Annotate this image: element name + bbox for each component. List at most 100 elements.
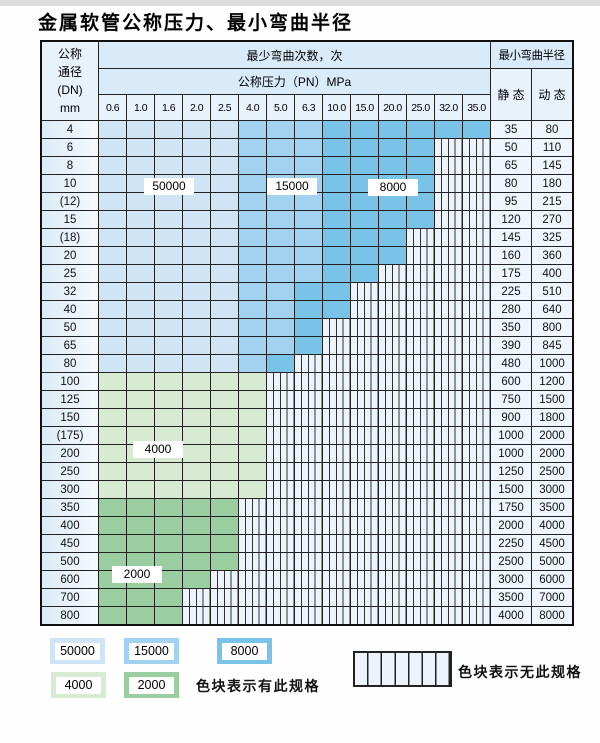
static-radius-value: 390 bbox=[491, 337, 531, 354]
dynamic-radius-value: 180 bbox=[532, 175, 572, 192]
spec-cell-D bbox=[323, 301, 350, 318]
spec-cell-G bbox=[183, 445, 210, 462]
static-radius-value: 480 bbox=[491, 355, 531, 372]
spec-cell-D bbox=[323, 229, 350, 246]
spec-cell-D bbox=[323, 247, 350, 264]
spec-cell-L bbox=[99, 319, 126, 336]
spec-cell-X bbox=[379, 301, 406, 318]
spec-cell-D bbox=[435, 121, 462, 138]
spec-cell-X bbox=[295, 571, 322, 588]
spec-cell-G bbox=[99, 391, 126, 408]
spec-cell-L bbox=[127, 229, 154, 246]
spec-cell-X bbox=[435, 589, 462, 606]
spec-cell-D bbox=[407, 157, 434, 174]
spec-cell-L bbox=[211, 175, 238, 192]
spec-cell-X bbox=[435, 265, 462, 282]
spec-cell-X bbox=[351, 499, 378, 516]
spec-cell-X bbox=[323, 319, 350, 336]
spec-cell-L bbox=[211, 265, 238, 282]
spec-cell-X bbox=[239, 499, 266, 516]
spec-cell-D bbox=[379, 211, 406, 228]
static-radius-value: 1500 bbox=[491, 481, 531, 498]
zone-label-15000: 15000 bbox=[267, 178, 317, 195]
spec-cell-D bbox=[323, 121, 350, 138]
spec-cell-X bbox=[463, 265, 490, 282]
spec-cell-G bbox=[239, 391, 266, 408]
spec-cell-X bbox=[351, 607, 378, 624]
dn-value: (12) bbox=[42, 193, 98, 210]
spec-cell-L bbox=[155, 121, 182, 138]
spec-cell-X bbox=[379, 337, 406, 354]
spec-cell-X bbox=[351, 337, 378, 354]
spec-cell-X bbox=[407, 337, 434, 354]
spec-cell-X bbox=[463, 535, 490, 552]
dn-value: (18) bbox=[42, 229, 98, 246]
spec-cell-X bbox=[435, 283, 462, 300]
spec-cell-G bbox=[99, 373, 126, 390]
legend-swatch-15000: 15000 bbox=[124, 638, 179, 664]
spec-cell-M bbox=[267, 301, 294, 318]
spec-cell-L bbox=[155, 301, 182, 318]
legend-swatch-label: 4000 bbox=[56, 676, 101, 694]
legend-no-spec-text: 色块表示无此规格 bbox=[458, 664, 582, 680]
spec-cell-L bbox=[211, 229, 238, 246]
spec-cell-X bbox=[351, 427, 378, 444]
spec-cell-X bbox=[351, 463, 378, 480]
spec-cell-X bbox=[239, 571, 266, 588]
spec-cell-X bbox=[323, 553, 350, 570]
dynamic-radius-value: 3000 bbox=[532, 481, 572, 498]
dynamic-radius-value: 6000 bbox=[532, 571, 572, 588]
spec-cell-M bbox=[267, 157, 294, 174]
spec-cell-G bbox=[127, 373, 154, 390]
spec-cell-X bbox=[379, 427, 406, 444]
spec-cell-X bbox=[407, 607, 434, 624]
spec-cell-X bbox=[267, 535, 294, 552]
spec-cell-L bbox=[183, 193, 210, 210]
dynamic-radius-value: 360 bbox=[532, 247, 572, 264]
spec-cell-X bbox=[295, 589, 322, 606]
spec-cell-H bbox=[211, 535, 238, 552]
dynamic-radius-value: 4500 bbox=[532, 535, 572, 552]
spec-cell-X bbox=[407, 355, 434, 372]
dn-value: 6 bbox=[42, 139, 98, 156]
spec-cell-M bbox=[295, 157, 322, 174]
dn-value: 20 bbox=[42, 247, 98, 264]
spec-cell-H bbox=[99, 553, 126, 570]
spec-cell-X bbox=[239, 535, 266, 552]
spec-cell-X bbox=[211, 571, 238, 588]
spec-cell-X bbox=[267, 571, 294, 588]
spec-cell-X bbox=[183, 607, 210, 624]
spec-cell-X bbox=[379, 391, 406, 408]
spec-cell-X bbox=[407, 247, 434, 264]
spec-cell-X bbox=[267, 589, 294, 606]
spec-cell-X bbox=[295, 355, 322, 372]
dn-value: 400 bbox=[42, 517, 98, 534]
dynamic-radius-value: 2000 bbox=[532, 445, 572, 462]
dn-value: 350 bbox=[42, 499, 98, 516]
spec-cell-L bbox=[99, 301, 126, 318]
spec-cell-X bbox=[435, 247, 462, 264]
spec-cell-X bbox=[379, 319, 406, 336]
spec-cell-G bbox=[99, 445, 126, 462]
spec-cell-H bbox=[183, 535, 210, 552]
dn-value: 15 bbox=[42, 211, 98, 228]
spec-cell-G bbox=[155, 373, 182, 390]
pressure-value-header: 35.0 bbox=[463, 95, 490, 120]
spec-cell-X bbox=[407, 427, 434, 444]
static-radius-value: 350 bbox=[491, 319, 531, 336]
spec-cell-L bbox=[99, 283, 126, 300]
spec-cell-L bbox=[99, 247, 126, 264]
spec-cell-X bbox=[463, 589, 490, 606]
dn-value: 450 bbox=[42, 535, 98, 552]
spec-cell-L bbox=[127, 211, 154, 228]
spec-cell-X bbox=[379, 481, 406, 498]
spec-cell-X bbox=[463, 193, 490, 210]
spec-cell-M bbox=[267, 229, 294, 246]
spec-cell-H bbox=[99, 499, 126, 516]
dynamic-radius-value: 270 bbox=[532, 211, 572, 228]
spec-cell-L bbox=[155, 211, 182, 228]
spec-cell-X bbox=[295, 373, 322, 390]
static-radius-value: 3000 bbox=[491, 571, 531, 588]
spec-cell-D bbox=[351, 139, 378, 156]
spec-cell-X bbox=[295, 409, 322, 426]
